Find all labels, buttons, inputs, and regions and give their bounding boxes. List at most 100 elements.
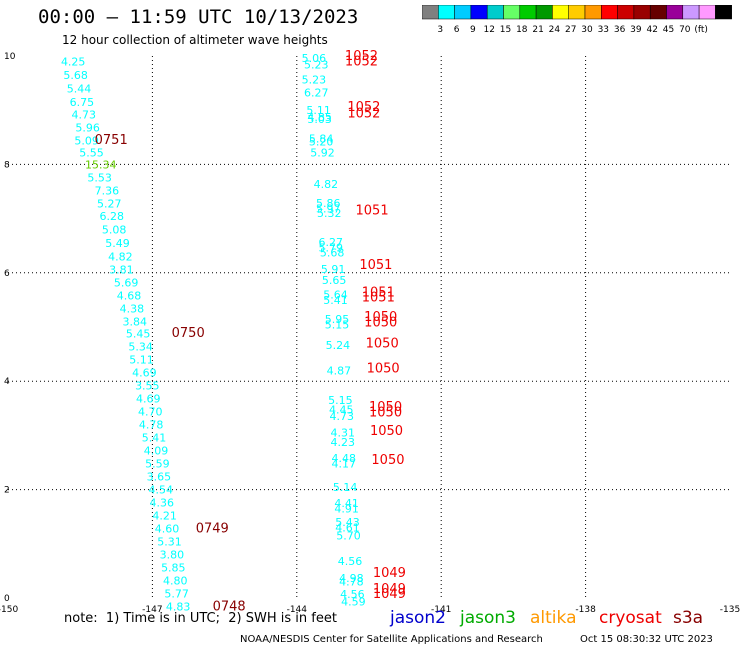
cryosat-point: 1052 bbox=[345, 54, 378, 69]
altika-point: 5.20 bbox=[309, 136, 334, 149]
colorbar-label: (ft) bbox=[694, 25, 708, 35]
altika-point: 5.15 bbox=[325, 318, 350, 331]
altika-point: 5.31 bbox=[157, 536, 182, 549]
altika-point: 5.41 bbox=[323, 294, 348, 307]
colorbar-label: 30 bbox=[581, 25, 593, 35]
altika-point: 3.65 bbox=[147, 471, 172, 484]
cryosat-point: 1051 bbox=[359, 258, 392, 273]
altika-point: 5.97 bbox=[316, 202, 341, 215]
altika-point: 4.31 bbox=[330, 427, 355, 440]
x-tick-label: -141 bbox=[431, 605, 451, 615]
x-tick-label: -138 bbox=[575, 605, 596, 615]
y-tick-label: 4 bbox=[4, 377, 10, 387]
altika-point: 4.41 bbox=[334, 497, 359, 510]
altika-point: 5.86 bbox=[316, 197, 341, 210]
y-tick-label: 8 bbox=[4, 160, 10, 170]
s3a-point: 0748 bbox=[213, 600, 246, 615]
altika-point: 4.36 bbox=[150, 497, 175, 510]
altika-point: 4.98 bbox=[339, 572, 364, 585]
altika-point: 4.78 bbox=[139, 419, 164, 432]
altika-point: 4.45 bbox=[329, 403, 354, 416]
altika-point: 5.65 bbox=[322, 274, 347, 287]
altika-point: 4.23 bbox=[330, 436, 355, 449]
altika-point: 4.70 bbox=[138, 406, 163, 419]
colorbar-label: 9 bbox=[470, 25, 476, 35]
colorbar-label: 24 bbox=[549, 25, 561, 35]
credit-text: NOAA/NESDIS Center for Satellite Applica… bbox=[240, 634, 543, 645]
legend-altika: altika bbox=[530, 608, 577, 628]
colorbar-label: 70 bbox=[679, 25, 691, 35]
x-tick-label: -144 bbox=[287, 605, 308, 615]
altika-point: 5.77 bbox=[164, 588, 189, 601]
colorbar-label: 33 bbox=[598, 25, 609, 35]
altika-point: 3.55 bbox=[135, 380, 160, 393]
altika-point: 4.85 bbox=[307, 111, 332, 124]
colorbar-label: 15 bbox=[500, 25, 511, 35]
s3a-point: 0751 bbox=[95, 133, 128, 148]
altika-point: 5.96 bbox=[75, 122, 100, 135]
cryosat-point: 1050 bbox=[371, 453, 404, 468]
altika-point: 5.03 bbox=[307, 113, 332, 126]
legend-s3a: s3a bbox=[673, 608, 704, 628]
altika-point: 6.75 bbox=[70, 96, 95, 109]
altika-point: 3.81 bbox=[109, 264, 134, 277]
colorbar-label: 45 bbox=[663, 25, 674, 35]
altika-point: 5.06 bbox=[302, 52, 327, 65]
note-text: note: 1) Time is in UTC; 2) SWH is in fe… bbox=[64, 611, 337, 626]
altika-point: 4.17 bbox=[331, 458, 356, 471]
cryosat-point: 1051 bbox=[362, 291, 395, 306]
cryosat-point: 1051 bbox=[362, 285, 395, 300]
colorbar-label: 6 bbox=[454, 25, 460, 35]
altika-point: 4.54 bbox=[149, 484, 174, 497]
legend-jason2: jason2 bbox=[390, 608, 446, 628]
colorbar-label: 36 bbox=[614, 25, 626, 35]
cryosat-point: 1050 bbox=[369, 400, 402, 415]
colorbar-label: 18 bbox=[516, 25, 528, 35]
y-tick-label: 2 bbox=[4, 486, 10, 496]
altika-point: 4.80 bbox=[163, 575, 188, 588]
cryosat-point: 1050 bbox=[366, 336, 399, 351]
x-tick-label: -135 bbox=[720, 605, 740, 615]
timestamp-text: Oct 15 08:30:32 UTC 2023 bbox=[580, 634, 713, 645]
altika-point: 4.83 bbox=[166, 601, 191, 614]
colorbar-label: 39 bbox=[630, 25, 642, 35]
altika-point: 4.25 bbox=[61, 55, 86, 68]
altika-point: 4.69 bbox=[136, 393, 161, 406]
altika-point: 5.43 bbox=[335, 516, 360, 529]
cryosat-point: 1050 bbox=[364, 316, 397, 331]
s3a-point: 0749 bbox=[196, 522, 229, 537]
altika-point: 4.78 bbox=[339, 576, 364, 589]
cryosat-point: 1052 bbox=[345, 49, 378, 64]
altika-point: 5.23 bbox=[304, 59, 329, 72]
colorbar-label: 12 bbox=[483, 25, 494, 35]
cryosat-point: 1050 bbox=[367, 362, 400, 377]
altika-point: 5.68 bbox=[63, 69, 88, 82]
colorbar-label: 42 bbox=[646, 25, 657, 35]
altika-point: 15.34 bbox=[85, 158, 117, 171]
colorbar-legend: 3 6 9 12 15 18 21 24 27 30 33 36 39 42 45 70 (ft) bbox=[422, 5, 732, 35]
altika-point: 3.80 bbox=[160, 549, 185, 562]
altika-point: 4.69 bbox=[132, 367, 157, 380]
altika-point: 5.95 bbox=[325, 313, 350, 326]
altika-point: 5.44 bbox=[67, 83, 92, 96]
cryosat-point: 1049 bbox=[373, 566, 406, 581]
altika-point: 4.60 bbox=[155, 523, 180, 536]
colorbar-label: 21 bbox=[532, 25, 543, 35]
altika-point: 5.53 bbox=[87, 171, 112, 184]
legend-cryosat: cryosat bbox=[599, 608, 662, 628]
altika-point: 4.73 bbox=[72, 109, 97, 122]
y-tick-label: 0 bbox=[4, 594, 10, 604]
colorbar-swatch bbox=[715, 5, 732, 20]
altika-point: 5.84 bbox=[309, 132, 334, 145]
legend-jason3: jason3 bbox=[460, 608, 516, 628]
cryosat-point: 1049 bbox=[373, 587, 406, 602]
altika-point: 5.59 bbox=[145, 458, 170, 471]
altika-point: 7.36 bbox=[95, 184, 120, 197]
colorbar-label: 3 bbox=[437, 25, 443, 35]
altika-point: 5.79 bbox=[318, 241, 343, 254]
altika-point: 5.09 bbox=[74, 135, 99, 148]
altika-point: 4.82 bbox=[108, 251, 133, 264]
y-tick-label: 10 bbox=[4, 52, 16, 62]
altika-point: 5.15 bbox=[328, 394, 353, 407]
